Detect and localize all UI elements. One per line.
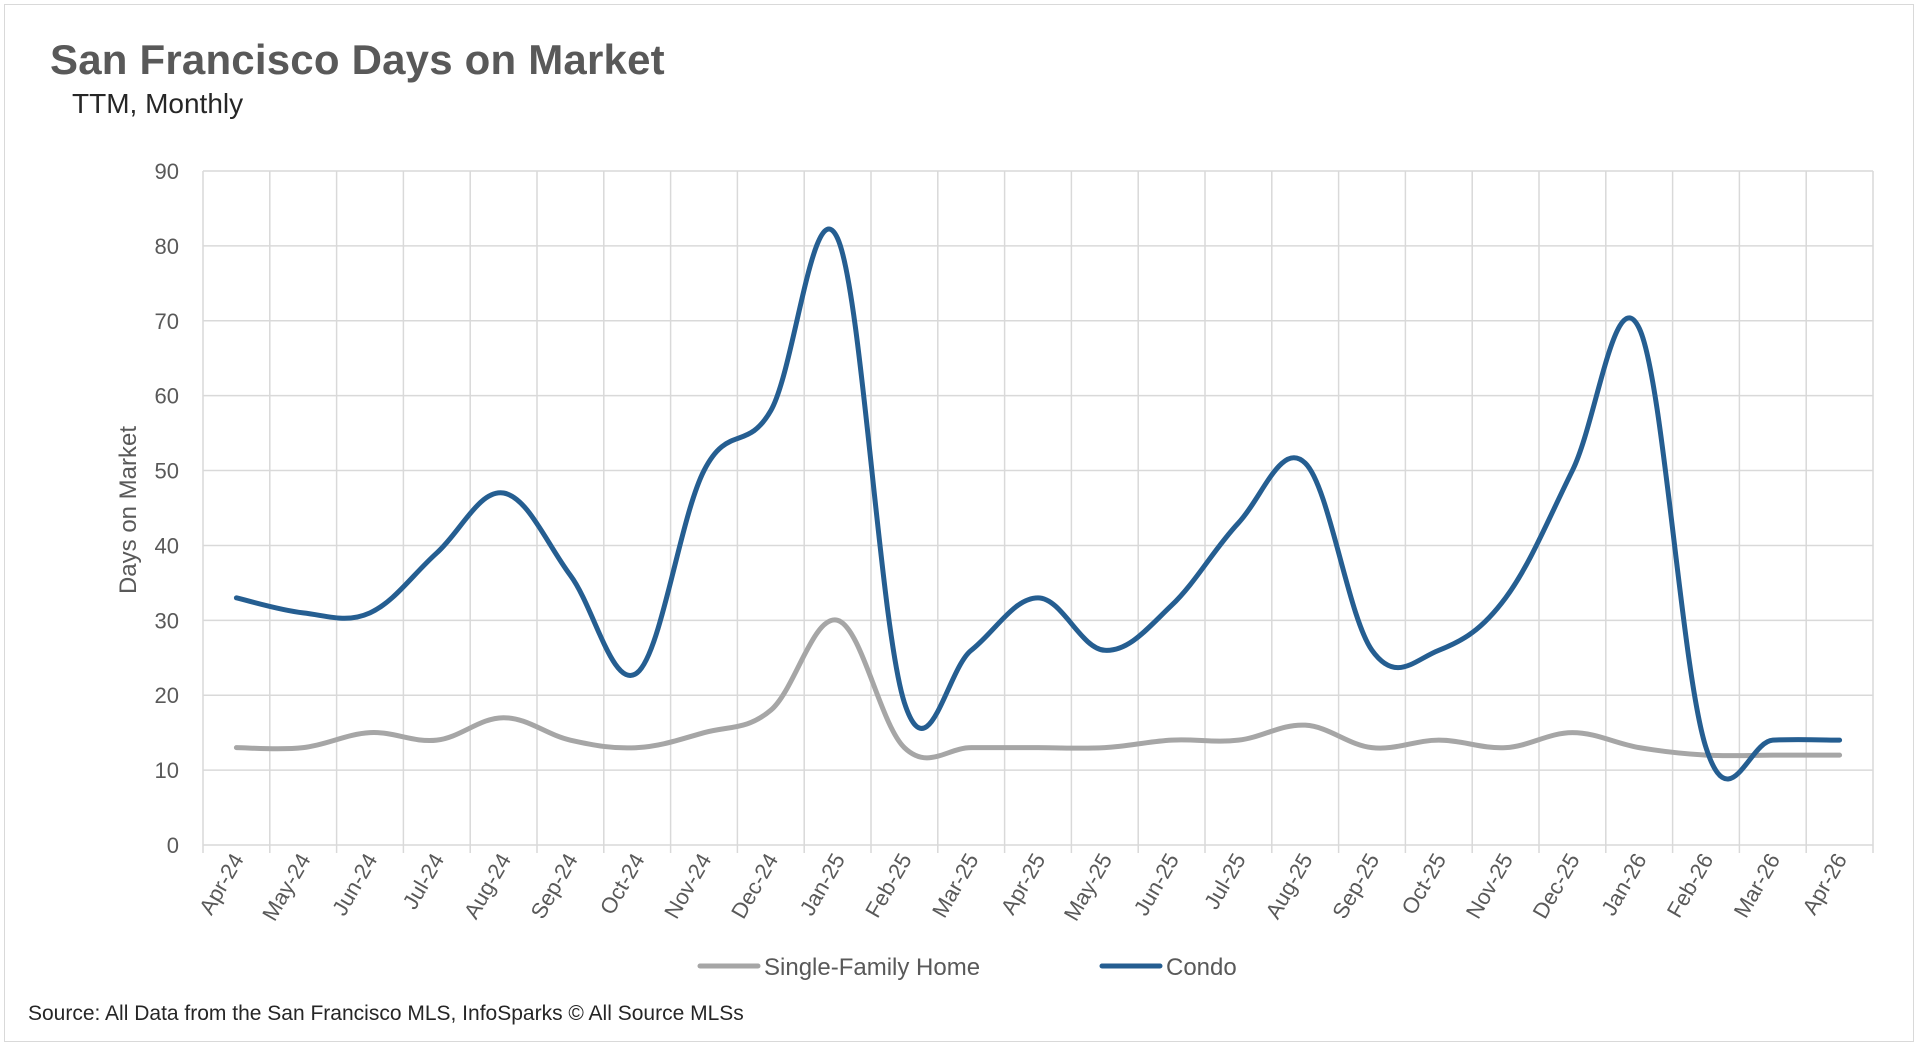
- x-tick-label: Feb-26: [1662, 849, 1719, 922]
- y-tick-label: 40: [155, 533, 179, 558]
- chart-title: San Francisco Days on Market: [50, 36, 665, 83]
- x-tick-label: Mar-25: [927, 849, 983, 922]
- x-tick-label: Apr-26: [1797, 849, 1852, 919]
- x-tick-label: Jul-25: [1199, 849, 1251, 913]
- x-tick-label: Sep-24: [526, 849, 583, 923]
- source-note: Source: All Data from the San Francisco …: [28, 1002, 744, 1025]
- x-tick-label: Jan-25: [795, 849, 850, 920]
- x-tick-label: Jan-26: [1596, 849, 1651, 920]
- y-axis-title: Days on Market: [115, 426, 142, 594]
- y-tick-label: 70: [155, 309, 179, 334]
- x-tick-label: May-25: [1059, 849, 1117, 925]
- x-tick-label: Dec-25: [1528, 849, 1585, 923]
- x-tick-label: Aug-24: [459, 849, 516, 923]
- x-tick-label: Jun-24: [327, 849, 382, 920]
- legend-label: Single-Family Home: [764, 954, 980, 981]
- y-tick-label: 50: [155, 459, 179, 484]
- y-tick-label: 80: [155, 234, 179, 259]
- y-tick-label: 10: [155, 758, 179, 783]
- y-tick-label: 20: [155, 683, 179, 708]
- y-tick-label: 0: [167, 833, 179, 858]
- y-tick-label: 30: [155, 608, 179, 633]
- legend-label: Condo: [1166, 954, 1237, 981]
- series-line-single-family-home: [233, 617, 1843, 761]
- x-tick-label: Oct-24: [595, 849, 650, 919]
- x-tick-label: May-24: [257, 849, 315, 925]
- x-tick-label: Nov-24: [659, 849, 716, 923]
- x-tick-label: Jul-24: [398, 849, 450, 913]
- y-tick-label: 60: [155, 384, 179, 409]
- x-tick-label: Oct-25: [1396, 849, 1451, 919]
- x-tick-label: Sep-25: [1327, 849, 1384, 923]
- x-tick-label: Jun-25: [1129, 849, 1184, 920]
- series-line-condo: [233, 226, 1843, 782]
- x-tick-label: Aug-25: [1260, 849, 1317, 923]
- chart-subtitle: TTM, Monthly: [72, 88, 244, 119]
- chart-frame: [4, 4, 1914, 1042]
- x-tick-label: Apr-25: [996, 849, 1051, 919]
- y-tick-label: 90: [155, 159, 179, 184]
- series-lines: [233, 226, 1843, 782]
- x-tick-label: Nov-25: [1461, 849, 1518, 923]
- x-tick-label: Feb-25: [860, 849, 917, 922]
- grid: [202, 170, 1874, 853]
- legend: Single-Family Home Condo: [697, 954, 1237, 981]
- y-tick-labels: 0 10 20 30 40 50 60 70 80 90: [155, 159, 179, 858]
- x-tick-label: Mar-26: [1729, 849, 1785, 922]
- x-tick-label: Apr-24: [194, 849, 249, 919]
- x-tick-label: Dec-24: [726, 849, 783, 923]
- x-tick-labels: Apr-24 May-24 Jun-24 Jul-24 Aug-24 Sep-24 Oct-…: [194, 849, 1852, 925]
